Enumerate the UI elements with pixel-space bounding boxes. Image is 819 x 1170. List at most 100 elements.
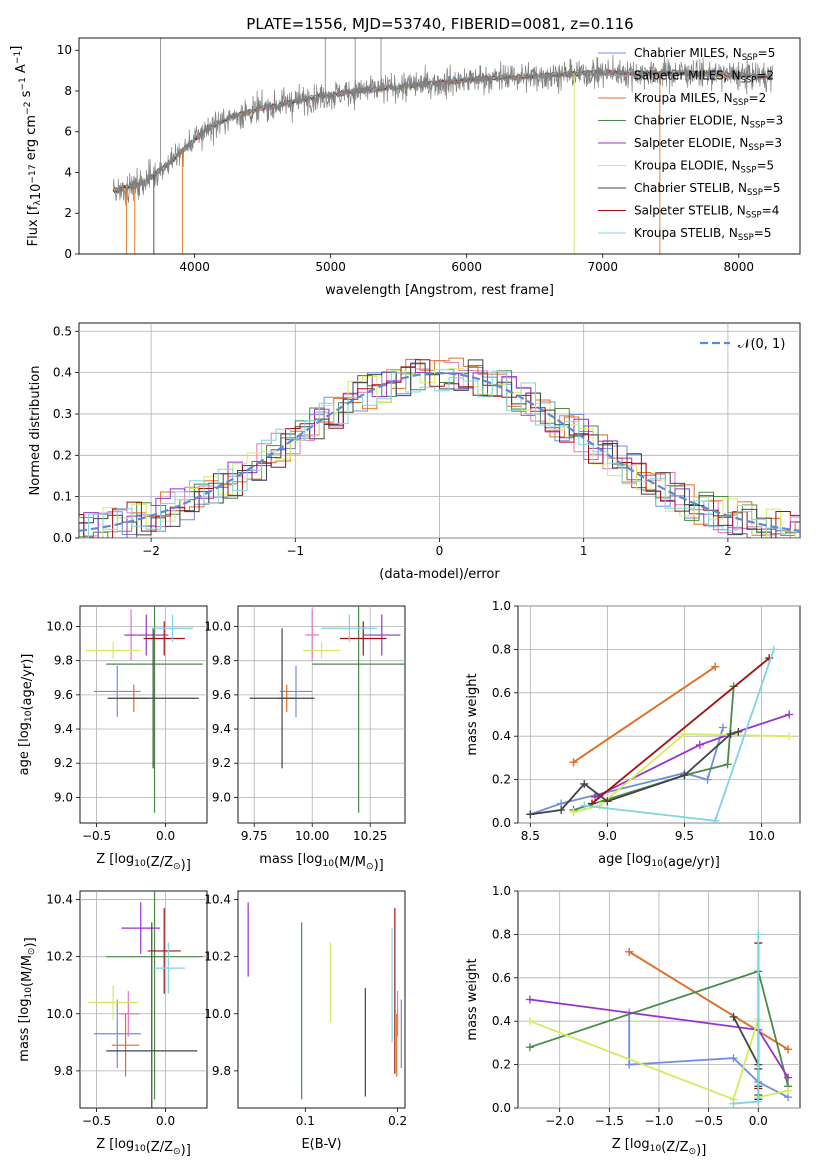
data-spectrum	[112, 54, 773, 206]
weight-marker	[784, 1086, 793, 1095]
axes-frame	[517, 605, 801, 824]
legend: 𝒩(0, 1)	[700, 337, 785, 352]
y-axis-label: mass [log10(M/M⊙)]	[17, 937, 38, 1061]
y-tick-label: 0.1	[53, 490, 72, 504]
y-tick-label: 9.4	[212, 722, 231, 736]
legend-label: Kroupa ELODIE, NSSP=5	[634, 159, 774, 176]
error-bar-point	[147, 908, 181, 994]
y-tick-label: 0.6	[492, 971, 511, 985]
weight-marker	[729, 1099, 738, 1108]
y-tick-label: 0.2	[492, 773, 511, 787]
y-tick-label: 0.8	[492, 927, 511, 941]
weight-marker	[595, 801, 604, 810]
mass-vs-EBV-plot-area	[247, 902, 402, 1100]
weight-marker	[569, 758, 578, 767]
weight-vs-Z-panel: −2.0 −1.5 −1.0 −0.5 0.0 0.0 0.2 0.4 0.6 0.8 1.0 Z […	[465, 884, 801, 1158]
weight-marker	[726, 730, 735, 739]
residual-histogram-kroupa-stelib	[79, 370, 800, 538]
weight-vs-age-panel: 8.5 9.0 9.5 10.0 0.0 0.2 0.4 0.6 0.8 1.0 age [log1…	[465, 599, 801, 870]
weight-marker	[754, 930, 763, 939]
y-tick-label: 10.0	[46, 1007, 73, 1021]
y-tick-label: 9.8	[54, 1064, 73, 1078]
error-bar-point	[312, 606, 405, 813]
weight-vs-Z-plot-area	[525, 930, 793, 1108]
y-tick-label: 10.2	[46, 950, 73, 964]
residual-histogram-salpeter-miles	[79, 360, 800, 538]
weight-marker	[526, 810, 535, 819]
x-tick-label: −1.5	[595, 1114, 624, 1128]
x-tick-label: −2	[142, 544, 160, 558]
x-tick-label: −0.5	[82, 829, 111, 843]
weight-marker	[729, 1012, 738, 1021]
legend-label: Chabrier MILES, NSSP=5	[634, 46, 775, 63]
weight-marker	[525, 995, 534, 1004]
weight-series-line	[628, 951, 789, 1051]
weight-marker	[784, 1045, 793, 1054]
x-axis-label: age [log10(age/yr)]	[598, 852, 720, 870]
x-tick-label: 0.0	[156, 1114, 175, 1128]
weight-series-line	[573, 733, 790, 813]
error-bar-point	[151, 614, 194, 642]
y-tick-label: 8	[64, 84, 72, 98]
y-tick-label: 9.0	[212, 790, 231, 804]
y-tick-label: 0	[64, 247, 72, 261]
x-axis-label: wavelength [Angstrom, rest frame]	[325, 283, 554, 298]
figure-title: PLATE=1556, MJD=53740, FIBERID=0081, z=0…	[246, 15, 633, 33]
error-bar-point	[340, 621, 387, 656]
age-vs-mass-plot-area	[249, 606, 405, 813]
spectrum-panel: 4000 5000 6000 7000 8000 0 2 4 6 8 10 wavelength [A…	[9, 37, 801, 298]
y-tick-label: 1.0	[492, 599, 511, 613]
x-tick-label: 0.2	[388, 1114, 407, 1128]
y-tick-label: 6	[64, 125, 72, 139]
y-tick-label: 9.6	[212, 688, 231, 702]
x-axis-label: Z [log10(Z/Z⊙)]	[96, 1137, 191, 1158]
weight-series-line	[594, 713, 790, 798]
x-tick-label: 1	[580, 544, 588, 558]
axes-frame	[78, 37, 801, 255]
y-axis-label: mass weight	[465, 673, 480, 755]
y-tick-label: 9.6	[54, 688, 73, 702]
legend-label: Salpeter ELODIE, NSSP=3	[634, 136, 782, 153]
error-bar-point	[124, 614, 169, 656]
mass-vs-Z-panel: −0.5 0.0 9.8 10.0 10.2 10.4 Z [log10(Z/Z⊙)] mas…	[17, 890, 208, 1158]
error-bar-point	[93, 999, 141, 1069]
residual-histogram-kroupa-elodie	[79, 368, 800, 538]
y-tick-label: 2	[64, 206, 72, 220]
x-tick-label: −0.5	[82, 1114, 111, 1128]
age-vs-Z-panel: −0.5 0.0 9.0 9.2 9.4 9.6 9.8 10.0 Z [log10(Z/Z⊙)…	[17, 605, 208, 873]
axes-frame	[237, 605, 406, 824]
error-bar-point	[151, 942, 185, 994]
axes-frame	[79, 890, 208, 1109]
weight-marker	[580, 779, 589, 788]
x-tick-label: 9.0	[598, 829, 617, 843]
error-bar-point	[302, 641, 341, 659]
x-axis-label: E(B-V)	[301, 1137, 341, 1152]
y-axis-label: age [log10(age/yr)]	[17, 654, 35, 776]
weight-marker	[580, 801, 589, 810]
weight-marker	[557, 805, 566, 814]
x-tick-label: 5000	[315, 260, 346, 274]
x-tick-label: 0.0	[749, 1114, 768, 1128]
legend-label: Salpeter MILES, NSSP=2	[634, 69, 774, 86]
x-tick-label: 6000	[451, 260, 482, 274]
y-tick-label: 9.0	[54, 790, 73, 804]
y-tick-label: 0.8	[492, 642, 511, 656]
y-axis-label: Normed distribution	[28, 366, 43, 496]
weight-marker	[603, 797, 612, 806]
mass-vs-Z-plot-area	[88, 891, 203, 1108]
y-tick-label: 0.3	[53, 407, 72, 421]
error-bar-point	[106, 606, 203, 813]
legend-label: Kroupa MILES, NSSP=2	[634, 91, 766, 108]
spectrum-plot-area	[112, 38, 773, 254]
weight-series-line	[591, 657, 770, 805]
y-tick-label: 9.4	[54, 722, 73, 736]
weight-marker	[711, 662, 720, 671]
y-tick-label: 0.0	[492, 816, 511, 830]
error-bar-point	[279, 665, 313, 718]
error-bar-point	[321, 614, 378, 642]
y-tick-label: 0.4	[53, 366, 72, 380]
weight-series-line	[572, 666, 716, 763]
x-tick-label: 0.1	[296, 1114, 315, 1128]
age-vs-Z-plot-area	[85, 606, 203, 813]
y-tick-label: 0.4	[492, 729, 511, 743]
